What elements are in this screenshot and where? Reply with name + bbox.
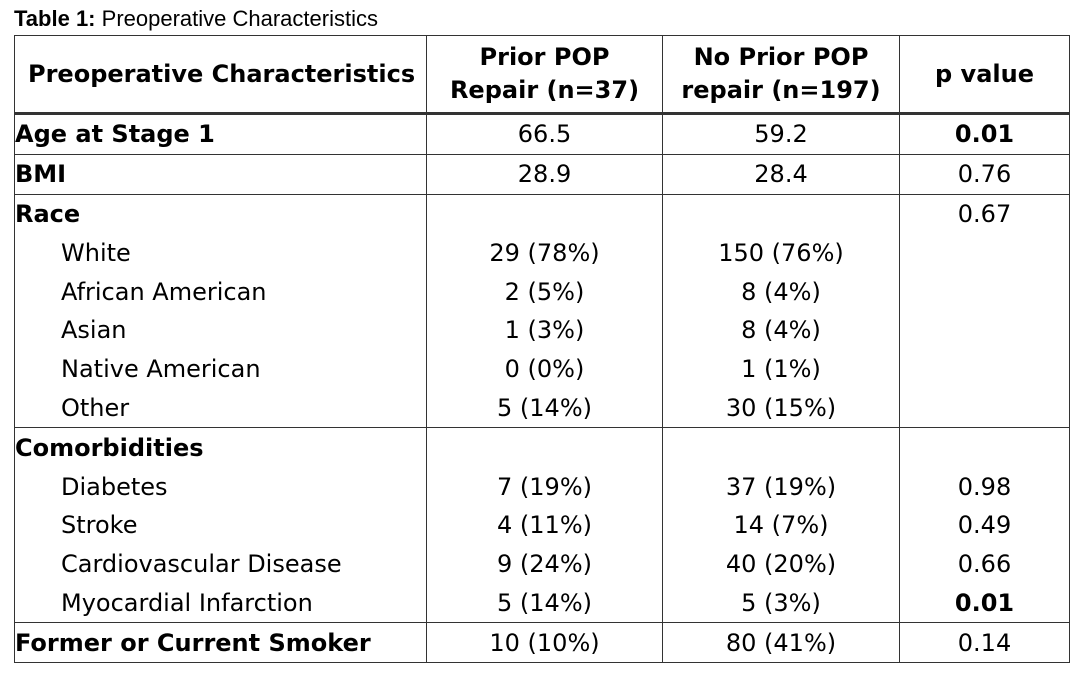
header-p-value: p value: [899, 35, 1070, 114]
row-label: Age at Stage 1: [14, 113, 427, 155]
header-no-prior-pop-line1: No Prior POP: [693, 43, 869, 71]
table-row-cardiovascular-disease: Cardiovascular Disease 9 (24%) 40 (20%) …: [14, 544, 1070, 584]
prior-value: 66.5: [426, 113, 663, 155]
no-prior-value: 5 (3%): [662, 583, 900, 623]
p-value: [899, 427, 1070, 468]
no-prior-value: 37 (19%): [662, 467, 900, 506]
p-value: [899, 349, 1070, 389]
row-label: Diabetes: [14, 467, 427, 506]
prior-value: 9 (24%): [426, 544, 663, 584]
no-prior-value: 30 (15%): [662, 388, 900, 428]
p-value: 0.49: [899, 505, 1070, 545]
no-prior-value: 40 (20%): [662, 544, 900, 584]
header-prior-pop-line2: Repair (n=37): [449, 76, 640, 104]
p-value: [899, 272, 1070, 311]
p-value: 0.76: [899, 153, 1070, 195]
prior-value: 5 (14%): [426, 583, 663, 623]
table-row-stroke: Stroke 4 (11%) 14 (7%) 0.49: [14, 505, 1070, 545]
table-caption: Table 1: Preoperative Characteristics: [14, 6, 378, 32]
table-row-asian: Asian 1 (3%) 8 (4%): [14, 310, 1070, 350]
preoperative-characteristics-table: Preoperative Characteristics Prior POP R…: [14, 35, 1070, 664]
row-label: Former or Current Smoker: [14, 622, 427, 664]
no-prior-value: 8 (4%): [662, 310, 900, 350]
prior-value: 28.9: [426, 153, 663, 195]
row-label: White: [14, 233, 427, 273]
p-value: [899, 233, 1070, 273]
prior-value: 29 (78%): [426, 233, 663, 273]
no-prior-value: 59.2: [662, 113, 900, 155]
prior-value: 1 (3%): [426, 310, 663, 350]
row-label: Native American: [14, 349, 427, 389]
prior-value: 5 (14%): [426, 388, 663, 428]
prior-value: 4 (11%): [426, 505, 663, 545]
table-row-bmi: BMI 28.9 28.4 0.76: [14, 153, 1070, 195]
prior-value: [426, 193, 663, 234]
p-value: 0.98: [899, 467, 1070, 506]
table-row-diabetes: Diabetes 7 (19%) 37 (19%) 0.98: [14, 467, 1070, 506]
table-row-myocardial-infarction: Myocardial Infarction 5 (14%) 5 (3%) 0.0…: [14, 583, 1070, 623]
header-prior-pop-line1: Prior POP: [479, 43, 610, 71]
table-row-other: Other 5 (14%) 30 (15%): [14, 388, 1070, 428]
table-row-comorbidities: Comorbidities: [14, 427, 1070, 468]
no-prior-value: 1 (1%): [662, 349, 900, 389]
no-prior-value: 28.4: [662, 153, 900, 195]
table-row-smoker: Former or Current Smoker 10 (10%) 80 (41…: [14, 622, 1070, 664]
no-prior-value: [662, 193, 900, 234]
p-value: [899, 388, 1070, 428]
prior-value: 0 (0%): [426, 349, 663, 389]
p-value: 0.14: [899, 622, 1070, 664]
row-label: Comorbidities: [14, 427, 427, 468]
header-characteristics: Preoperative Characteristics: [14, 35, 427, 114]
prior-value: [426, 427, 663, 468]
table-row-african-american: African American 2 (5%) 8 (4%): [14, 272, 1070, 311]
row-label: Myocardial Infarction: [14, 583, 427, 623]
row-label: Cardiovascular Disease: [14, 544, 427, 584]
prior-value: 2 (5%): [426, 272, 663, 311]
no-prior-value: 80 (41%): [662, 622, 900, 664]
caption-label: Table 1:: [14, 6, 96, 31]
table-row-native-american: Native American 0 (0%) 1 (1%): [14, 349, 1070, 389]
p-value: [899, 310, 1070, 350]
no-prior-value: [662, 427, 900, 468]
row-label: Stroke: [14, 505, 427, 545]
no-prior-value: 14 (7%): [662, 505, 900, 545]
header-prior-pop: Prior POP Repair (n=37): [426, 35, 663, 114]
p-value: 0.66: [899, 544, 1070, 584]
row-label: Other: [14, 388, 427, 428]
caption-title: Preoperative Characteristics: [101, 6, 378, 31]
row-label: Race: [14, 193, 427, 234]
table-row-age: Age at Stage 1 66.5 59.2 0.01: [14, 113, 1070, 155]
row-label: Asian: [14, 310, 427, 350]
p-value: 0.01: [899, 113, 1070, 155]
prior-value: 7 (19%): [426, 467, 663, 506]
p-value: 0.01: [899, 583, 1070, 623]
no-prior-value: 8 (4%): [662, 272, 900, 311]
no-prior-value: 150 (76%): [662, 233, 900, 273]
row-label: BMI: [14, 153, 427, 195]
p-value: 0.67: [899, 193, 1070, 234]
row-label: African American: [14, 272, 427, 311]
header-no-prior-pop: No Prior POP repair (n=197): [662, 35, 900, 114]
header-no-prior-pop-line2: repair (n=197): [681, 76, 881, 104]
table-row-race: Race 0.67: [14, 193, 1070, 234]
prior-value: 10 (10%): [426, 622, 663, 664]
table-row-white: White 29 (78%) 150 (76%): [14, 233, 1070, 273]
header-row: Preoperative Characteristics Prior POP R…: [14, 35, 1070, 114]
